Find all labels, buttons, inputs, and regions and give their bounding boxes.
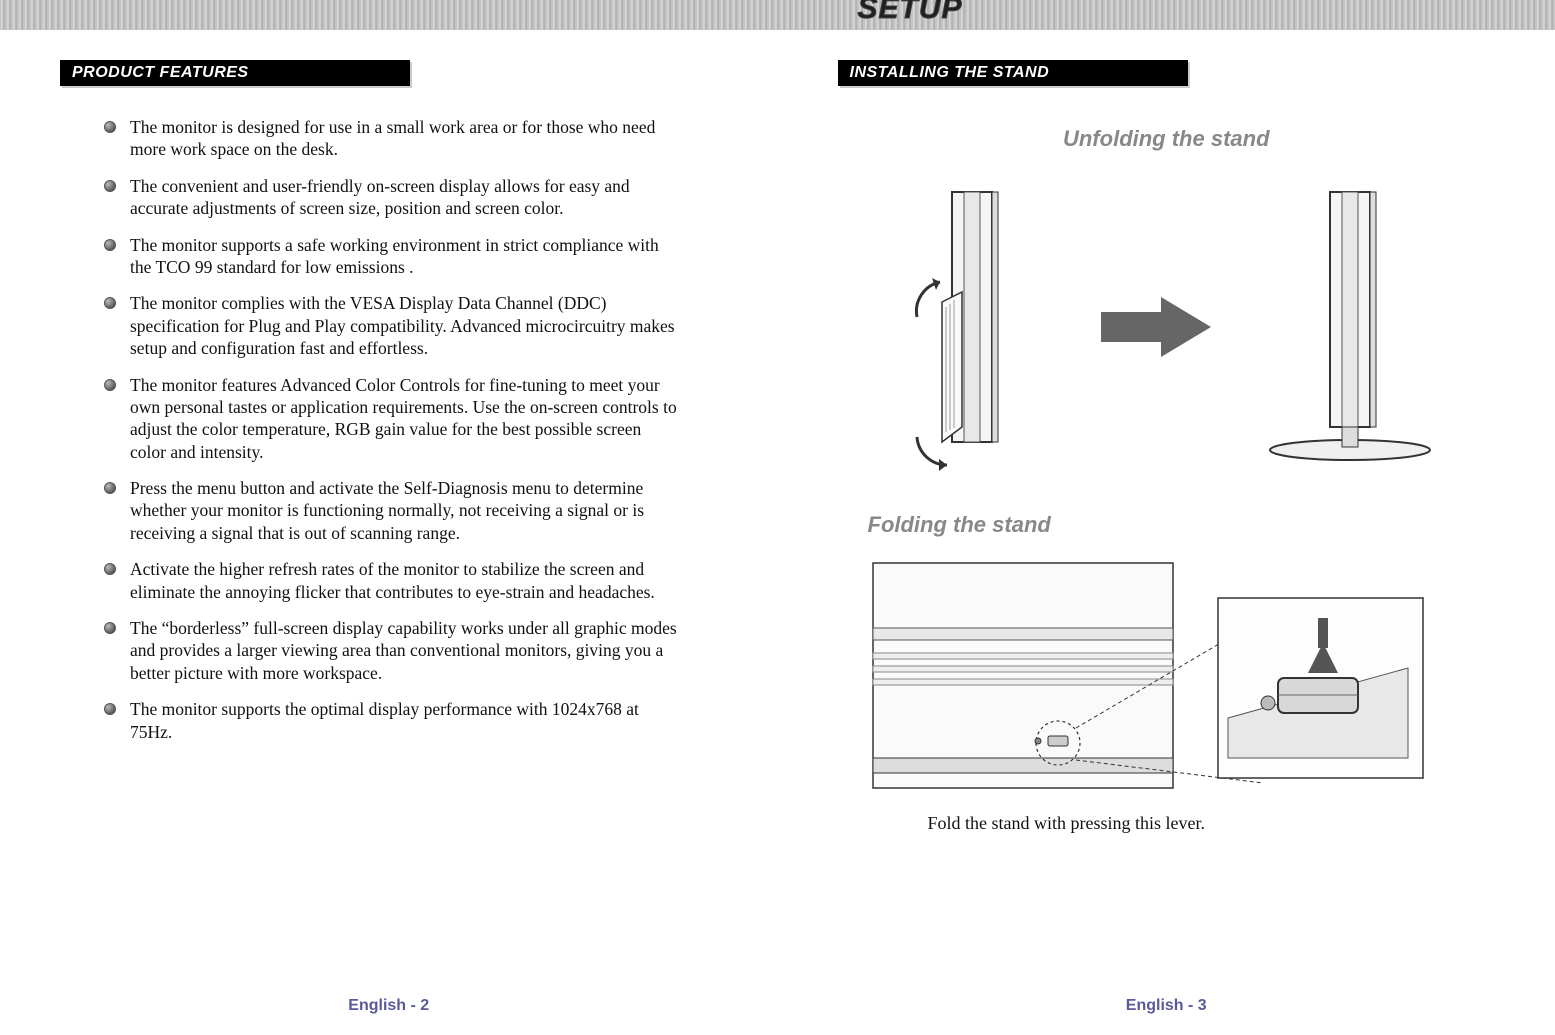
section-header-product-features: PRODUCT FEATURES [60,60,410,86]
feature-item: The monitor features Advanced Color Cont… [130,374,678,464]
arrow-right-icon [1101,297,1211,357]
feature-list: The monitor is designed for use in a sma… [60,116,718,757]
subheading-folding: Folding the stand [838,512,1496,538]
monitor-folded-icon [892,182,1052,472]
folding-caption: Fold the stand with pressing this lever. [928,813,1496,834]
page-number-right: English - 3 [778,997,1555,1015]
section-header-installing-stand: INSTALLING THE STAND [838,60,1188,86]
top-banner: SETUP [0,0,1555,30]
feature-item: The monitor supports a safe working envi… [130,234,678,279]
monitor-unfolded-icon [1260,187,1440,467]
setup-title: SETUP [858,0,963,26]
page-number-left: English - 2 [0,997,778,1015]
feature-item: The monitor supports the optimal display… [130,698,678,743]
feature-item: Activate the higher refresh rates of the… [130,558,678,603]
feature-item: The “borderless” full-screen display cap… [130,617,678,684]
two-page-spread: PRODUCT FEATURES The monitor is designed… [0,30,1555,1035]
folding-illustration [868,558,1466,793]
feature-item: The convenient and user-friendly on-scre… [130,175,678,220]
feature-item: Press the menu button and activate the S… [130,477,678,544]
feature-item: The monitor complies with the VESA Displ… [130,292,678,359]
left-page: PRODUCT FEATURES The monitor is designed… [0,30,778,1035]
subheading-unfolding: Unfolding the stand [838,126,1496,152]
right-page: INSTALLING THE STAND Unfolding the stand [778,30,1555,1035]
feature-item: The monitor is designed for use in a sma… [130,116,678,161]
unfolding-illustration-row [868,182,1466,472]
